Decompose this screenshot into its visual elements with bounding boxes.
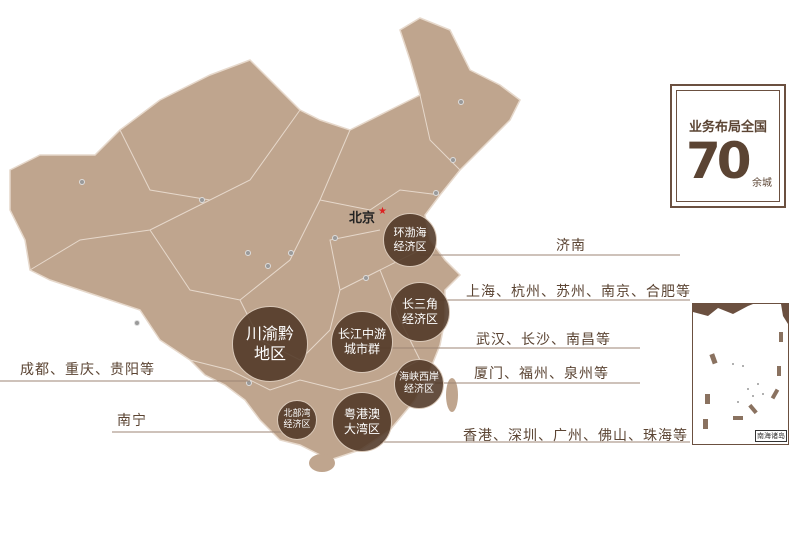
- region-label: 海峡西岸 经济区: [399, 371, 439, 396]
- region-label: 粤港澳 大湾区: [343, 407, 380, 436]
- taiwan-island: [446, 378, 458, 412]
- inset-label: 南海诸岛: [755, 430, 787, 442]
- capital-label: 北京: [349, 211, 376, 226]
- region-label: 北部湾 经济区: [283, 408, 311, 430]
- cities-west-strait: 厦门、福州、泉州等: [474, 366, 609, 382]
- badge-title: 业务布局全国: [688, 120, 767, 135]
- cities-yangtze-delta: 上海、杭州、苏州、南京、合肥等: [466, 284, 691, 300]
- region-west-strait: 海峡西岸 经济区: [394, 359, 444, 409]
- region-yangtze-delta: 长三角 经济区: [390, 282, 450, 342]
- region-label: 环渤海 经济区: [393, 226, 427, 253]
- region-middle-yangtze: 长江中游 城市群: [331, 311, 393, 373]
- cities-greater-bay: 香港、深圳、广州、佛山、珠海等: [463, 428, 688, 444]
- region-bohai: 环渤海 经济区: [383, 213, 437, 267]
- mainland-outline: [9, 17, 521, 461]
- south-china-sea-inset: 南海诸岛: [692, 303, 789, 445]
- region-greater-bay: 粤港澳 大湾区: [332, 392, 392, 452]
- hainan-island: [309, 454, 335, 472]
- star-icon: ★: [378, 206, 387, 217]
- cities-beibu-gulf: 南宁: [117, 413, 147, 429]
- region-label: 川渝黔 地区: [245, 324, 294, 363]
- region-label: 长三角 经济区: [401, 297, 438, 326]
- leader-lines: [0, 254, 690, 443]
- badge-unit: 余城: [752, 178, 772, 189]
- city-dots: [79, 99, 464, 386]
- region-label: 长江中游 城市群: [337, 327, 386, 356]
- cities-middle-yangtze: 武汉、长沙、南昌等: [476, 332, 611, 348]
- cities-bohai: 济南: [556, 238, 586, 254]
- cities-sichuan-chongqing-guizhou: 成都、重庆、贵阳等: [20, 362, 155, 378]
- region-sichuan-chongqing-guizhou: 川渝黔 地区: [232, 306, 308, 382]
- region-beibu-gulf: 北部湾 经济区: [277, 400, 317, 440]
- coverage-badge: 业务布局全国 70 余城: [670, 84, 786, 208]
- badge-number: 70: [686, 132, 752, 190]
- inset-map: [693, 304, 788, 429]
